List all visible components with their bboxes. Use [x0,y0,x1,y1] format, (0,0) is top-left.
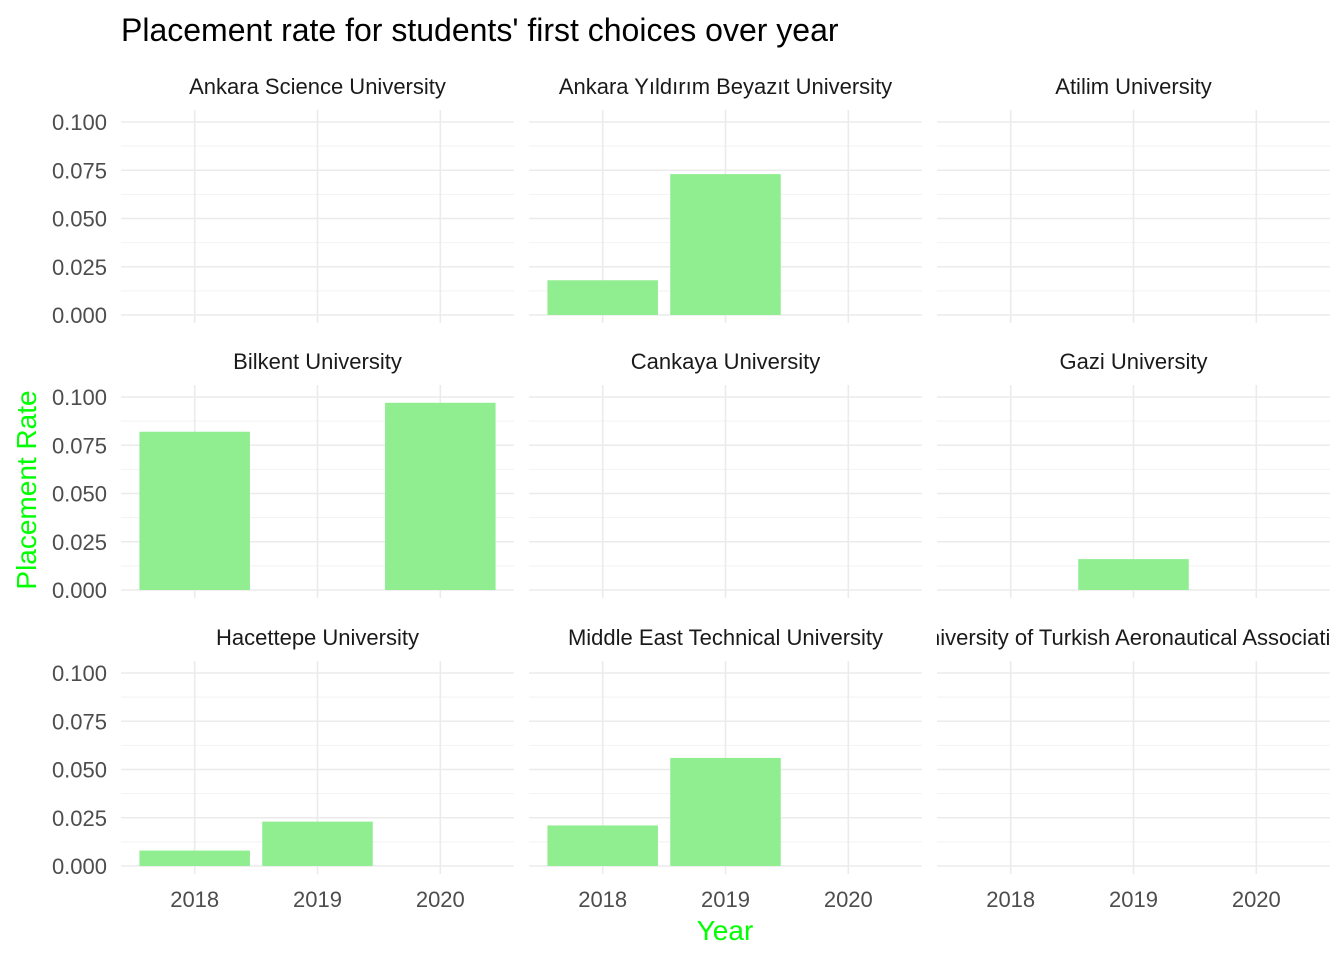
y-tick-label: 0.050 [52,482,107,507]
facet-strip-label: Ankara Yıldırım Beyazıt University [559,74,892,99]
facet-strip-label: Atilim University [1055,74,1211,99]
x-axis-title: Year [697,915,754,946]
facet-panel: Atilim University [937,74,1330,323]
y-tick-label: 0.000 [52,854,107,879]
facet-panels: Ankara Science University 0.000 0.025 0.050… [52,74,1344,912]
y-tick-label: 0.000 [52,303,107,328]
bar [547,280,658,315]
facet-panel: University of Turkish Aeronautical Assoc… [912,625,1344,912]
x-tick-label: 2018 [170,887,219,912]
bar [670,757,781,866]
x-tick-label: 2018 [578,887,627,912]
chart-title: Placement rate for students' first choic… [121,12,839,48]
x-tick-label: 2020 [1232,887,1281,912]
y-tick-label: 0.050 [52,207,107,232]
facet-panel: Cankaya University [529,349,922,598]
facet-panel: Middle East Technical University 2018 2019… [529,625,922,912]
facet-strip-label: Ankara Science University [189,74,446,99]
facet-strip-label: Cankaya University [631,349,821,374]
facet-panel: Ankara Science University 0.000 0.025 0.050… [52,74,514,328]
y-tick-label: 0.025 [52,255,107,280]
y-tick-label: 0.100 [52,110,107,135]
x-tick-label: 2019 [701,887,750,912]
x-tick-label: 2019 [1109,887,1158,912]
y-tick-label: 0.025 [52,530,107,555]
y-tick-label: 0.075 [52,158,107,183]
facet-panel: Bilkent University 0.000 0.025 0.050 0.075 0.… [52,349,514,603]
bar [139,431,250,590]
y-tick-label: 0.075 [52,709,107,734]
bar [262,821,373,866]
facet-panel: Gazi University [937,349,1330,598]
bar [670,174,781,315]
y-tick-label: 0.025 [52,806,107,831]
facet-strip-label: University of Turkish Aeronautical Assoc… [912,625,1344,650]
y-tick-label: 0.050 [52,758,107,783]
y-tick-label: 0.100 [52,661,107,686]
facet-strip-label: Middle East Technical University [568,625,883,650]
bar [139,850,250,866]
facet-strip-label: Gazi University [1060,349,1208,374]
x-tick-label: 2020 [416,887,465,912]
y-axis-title: Placement Rate [11,390,42,589]
facet-panel: Hacettepe University 0.000 0.025 0.050 0.075… [52,625,514,912]
bar [547,825,658,866]
y-tick-label: 0.000 [52,578,107,603]
facet-strip-label: Bilkent University [233,349,402,374]
bar [1078,559,1189,590]
x-tick-label: 2019 [293,887,342,912]
bar [385,402,496,590]
x-tick-label: 2020 [824,887,873,912]
facet-strip-label: Hacettepe University [216,625,419,650]
y-tick-label: 0.100 [52,385,107,410]
facet-panel: Ankara Yıldırım Beyazıt University [529,74,922,323]
y-tick-label: 0.075 [52,433,107,458]
x-tick-label: 2018 [986,887,1035,912]
